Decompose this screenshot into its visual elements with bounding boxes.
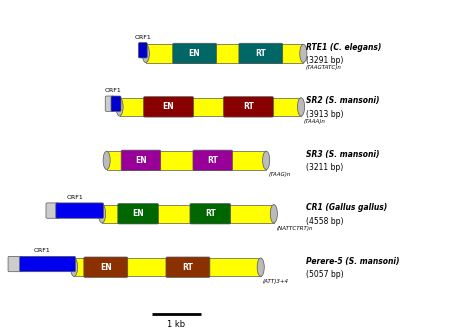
Text: RT: RT: [207, 156, 218, 165]
Ellipse shape: [270, 204, 277, 223]
FancyBboxPatch shape: [173, 43, 217, 63]
Text: (TAAG)n: (TAAG)n: [269, 172, 291, 177]
FancyBboxPatch shape: [74, 258, 261, 277]
Text: ORF1: ORF1: [66, 195, 83, 200]
FancyBboxPatch shape: [118, 203, 158, 224]
FancyBboxPatch shape: [144, 97, 193, 117]
Text: RT: RT: [182, 263, 193, 272]
FancyBboxPatch shape: [105, 96, 114, 112]
Text: (NATTCTRT)n: (NATTCTRT)n: [276, 226, 313, 230]
Text: Perere-5 (S. mansoni): Perere-5 (S. mansoni): [306, 257, 399, 266]
FancyBboxPatch shape: [102, 204, 274, 223]
Text: EN: EN: [163, 103, 174, 111]
FancyBboxPatch shape: [239, 43, 283, 63]
FancyBboxPatch shape: [107, 151, 266, 169]
Text: SR3 (S. mansoni): SR3 (S. mansoni): [306, 150, 379, 159]
Ellipse shape: [300, 44, 307, 63]
FancyBboxPatch shape: [190, 203, 230, 224]
Text: RT: RT: [243, 103, 254, 111]
Text: SR2 (S. mansoni): SR2 (S. mansoni): [306, 97, 379, 105]
FancyBboxPatch shape: [138, 43, 147, 58]
Ellipse shape: [263, 151, 270, 169]
Text: EN: EN: [132, 209, 144, 218]
FancyBboxPatch shape: [166, 257, 210, 277]
FancyBboxPatch shape: [84, 257, 128, 277]
Text: (TAAA)n: (TAAA)n: [303, 119, 325, 124]
FancyBboxPatch shape: [121, 150, 161, 170]
Text: EN: EN: [135, 156, 147, 165]
Text: ORF1: ORF1: [105, 88, 121, 93]
Text: ORF1: ORF1: [135, 35, 151, 39]
Text: (ATT)3+4: (ATT)3+4: [263, 279, 289, 284]
FancyBboxPatch shape: [111, 96, 121, 112]
Text: RTE1 (C. elegans): RTE1 (C. elegans): [306, 43, 381, 52]
Text: (4558 bp): (4558 bp): [306, 217, 343, 225]
FancyBboxPatch shape: [20, 257, 75, 272]
Text: (3211 bp): (3211 bp): [306, 163, 343, 172]
Ellipse shape: [99, 204, 106, 223]
Ellipse shape: [103, 151, 110, 169]
Text: (3913 bp): (3913 bp): [306, 110, 343, 119]
Ellipse shape: [71, 258, 78, 277]
Text: CR1 (Gallus gallus): CR1 (Gallus gallus): [306, 203, 387, 212]
Text: (3291 bp): (3291 bp): [306, 56, 343, 65]
Text: EN: EN: [189, 49, 201, 58]
Ellipse shape: [142, 44, 149, 63]
FancyBboxPatch shape: [146, 44, 303, 63]
FancyBboxPatch shape: [8, 257, 23, 272]
Ellipse shape: [116, 98, 123, 116]
Ellipse shape: [298, 98, 305, 116]
Text: RT: RT: [205, 209, 216, 218]
FancyBboxPatch shape: [56, 203, 103, 218]
Text: ORF1: ORF1: [33, 248, 50, 253]
Text: 1 kb: 1 kb: [167, 320, 186, 329]
FancyBboxPatch shape: [119, 98, 301, 116]
FancyBboxPatch shape: [193, 150, 232, 170]
Ellipse shape: [257, 258, 264, 277]
FancyBboxPatch shape: [223, 97, 273, 117]
Text: RT: RT: [255, 49, 266, 58]
FancyBboxPatch shape: [46, 203, 59, 218]
Text: (TAAGTATC)n: (TAAGTATC)n: [306, 65, 342, 70]
Text: EN: EN: [100, 263, 112, 272]
Text: (5057 bp): (5057 bp): [306, 270, 343, 279]
